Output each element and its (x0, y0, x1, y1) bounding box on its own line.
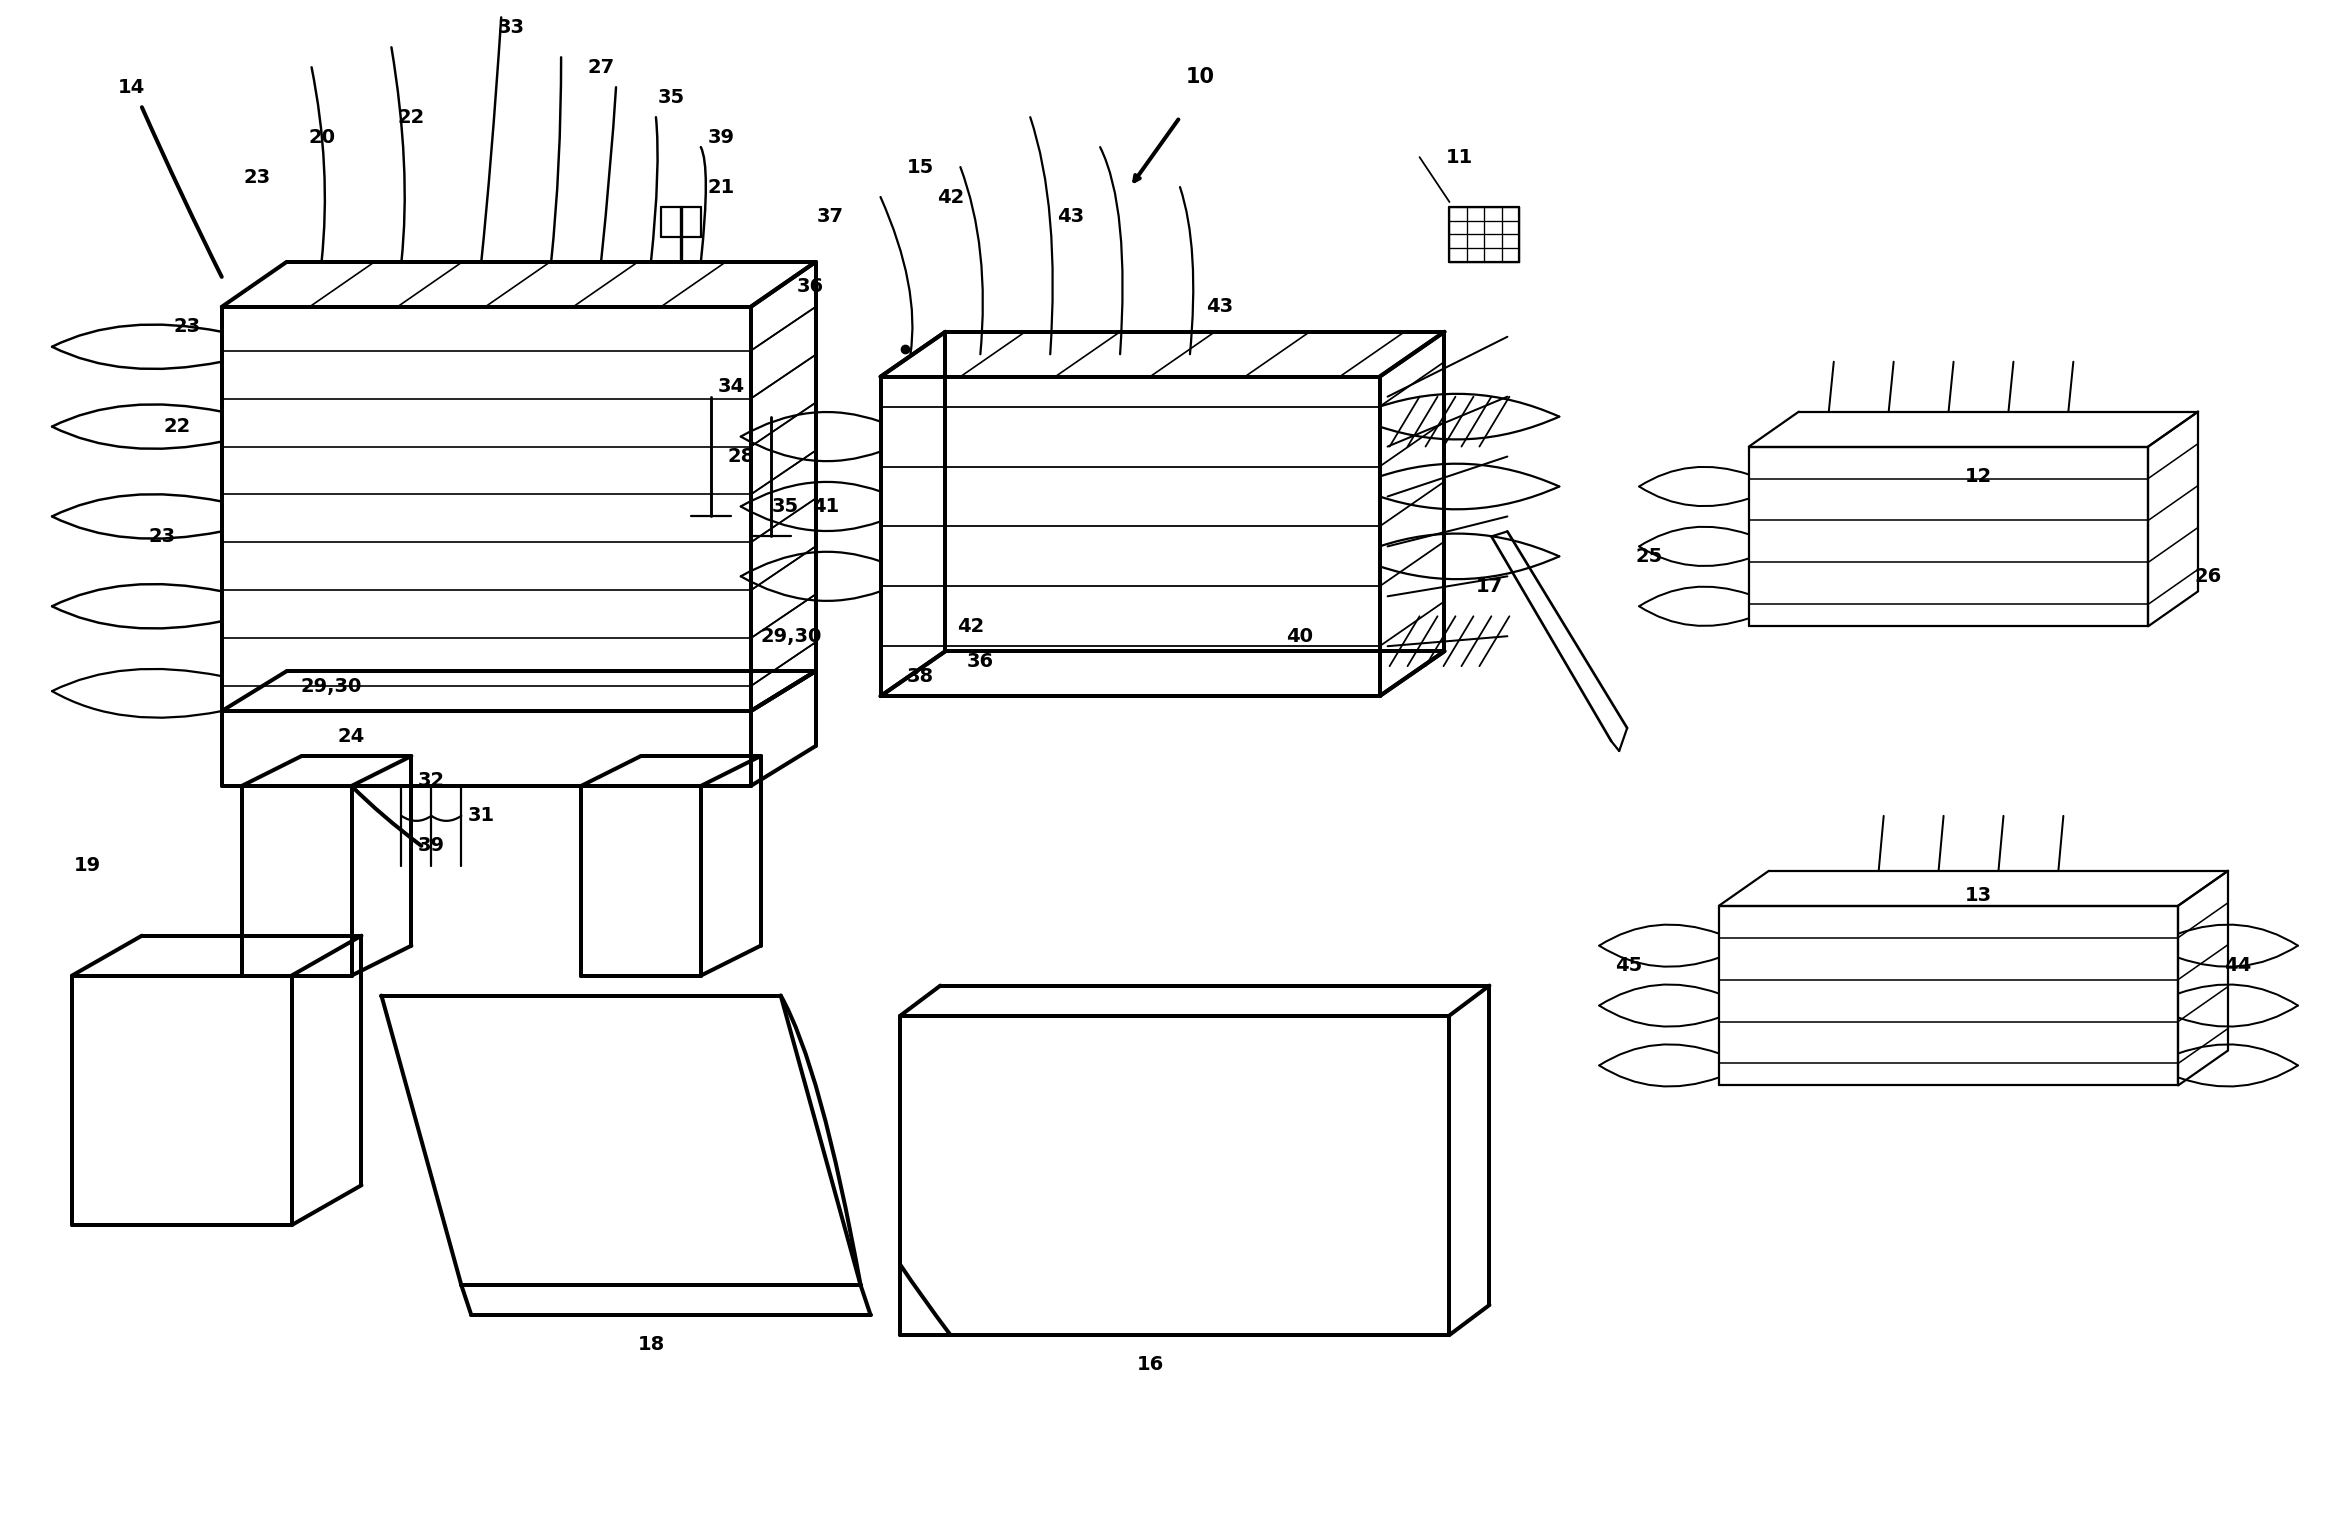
Polygon shape (1719, 870, 2227, 905)
Text: 28: 28 (726, 447, 754, 465)
Text: 25: 25 (1635, 547, 1663, 565)
Text: 20: 20 (309, 127, 335, 147)
Text: 21: 21 (707, 177, 735, 197)
Polygon shape (881, 652, 1445, 696)
Text: 44: 44 (2225, 957, 2251, 975)
Polygon shape (1749, 412, 2199, 447)
Text: 35: 35 (658, 88, 684, 106)
Text: 45: 45 (1616, 957, 1642, 975)
Text: 18: 18 (637, 1336, 665, 1354)
Text: 32: 32 (417, 772, 445, 790)
Polygon shape (241, 785, 351, 976)
Polygon shape (222, 711, 752, 785)
Text: 40: 40 (1286, 626, 1314, 646)
Polygon shape (881, 376, 1379, 696)
Text: 14: 14 (119, 77, 145, 97)
Text: 22: 22 (164, 417, 190, 437)
Text: 16: 16 (1136, 1355, 1164, 1375)
Polygon shape (1749, 447, 2148, 626)
Text: 39: 39 (707, 127, 735, 147)
Polygon shape (1719, 905, 2178, 1085)
Polygon shape (899, 1016, 1450, 1336)
Text: 42: 42 (937, 188, 965, 206)
Text: 23: 23 (148, 528, 176, 546)
Polygon shape (1379, 332, 1445, 696)
Text: 39: 39 (417, 837, 445, 855)
Polygon shape (73, 976, 293, 1225)
Text: 31: 31 (468, 807, 494, 825)
Polygon shape (2178, 870, 2227, 1085)
Polygon shape (222, 262, 815, 306)
Text: 36: 36 (796, 277, 824, 296)
Text: 42: 42 (958, 617, 984, 635)
Text: 23: 23 (173, 317, 201, 337)
Text: 10: 10 (1185, 67, 1215, 88)
Text: 41: 41 (813, 497, 838, 515)
Text: 17: 17 (1475, 576, 1504, 596)
Text: 15: 15 (906, 158, 934, 176)
Text: 33: 33 (499, 18, 525, 36)
Text: 38: 38 (906, 667, 934, 685)
Text: 23: 23 (244, 168, 269, 186)
Text: 24: 24 (337, 726, 365, 746)
Text: 26: 26 (2194, 567, 2223, 585)
Polygon shape (1450, 208, 1520, 262)
Text: 27: 27 (588, 58, 614, 77)
Text: 13: 13 (1965, 887, 1993, 905)
Text: 22: 22 (398, 108, 424, 127)
Polygon shape (222, 306, 752, 711)
Text: 36: 36 (967, 652, 993, 670)
Polygon shape (382, 996, 860, 1286)
Text: 43: 43 (1206, 297, 1234, 317)
Text: 43: 43 (1056, 208, 1084, 226)
Text: 12: 12 (1965, 467, 1993, 487)
Polygon shape (2148, 412, 2199, 626)
Text: 29,30: 29,30 (300, 676, 363, 696)
Text: 11: 11 (1445, 147, 1473, 167)
Polygon shape (581, 785, 700, 976)
Polygon shape (222, 672, 815, 711)
Polygon shape (1492, 532, 1628, 741)
Text: 35: 35 (773, 497, 799, 515)
Polygon shape (752, 262, 815, 711)
Text: 29,30: 29,30 (761, 626, 822, 646)
Text: 19: 19 (73, 857, 101, 875)
Polygon shape (752, 672, 815, 785)
Text: 34: 34 (717, 377, 745, 396)
Text: 37: 37 (817, 208, 843, 226)
Polygon shape (881, 332, 946, 696)
